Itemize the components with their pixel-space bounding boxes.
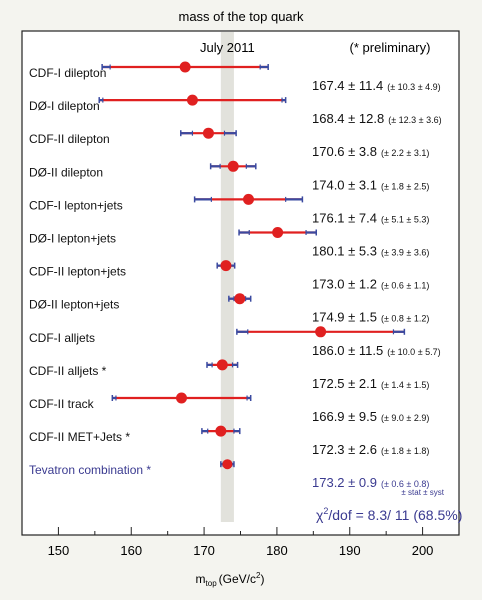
measurement-value: 168.4 ± 12.8 (± 12.3 ± 3.6) <box>312 111 442 126</box>
measurement-row: DØ-I lepton+jets 180.1 ± 5.3 (± 3.9 ± 3.6) <box>29 227 429 259</box>
measurement-row: CDF-I dilepton 167.4 ± 11.4 (± 10.3 ± 4.9) <box>29 61 441 93</box>
measurement-label: CDF-I alljets <box>29 331 95 345</box>
measurement-row: DØ-I dilepton 168.4 ± 12.8 (± 12.3 ± 3.6) <box>29 94 442 126</box>
value-main-text: 170.6 ± 3.8 <box>312 144 377 159</box>
central-value-point <box>222 459 233 470</box>
value-main-text: 167.4 ± 11.4 <box>312 78 383 93</box>
measurement-label: DØ-II dilepton <box>29 165 103 179</box>
value-stat-syst-text: (± 1.8 ± 1.8) <box>381 446 429 456</box>
combination-band <box>220 32 234 522</box>
measurement-value: 172.3 ± 2.6 (± 1.8 ± 1.8) <box>312 442 429 457</box>
value-stat-syst-text: (± 5.1 ± 5.3) <box>381 214 429 224</box>
central-value-point <box>220 260 232 272</box>
value-main-text: 174.9 ± 1.5 <box>312 310 377 325</box>
measurement-row: CDF-I alljets 186.0 ± 11.5 (± 10.0 ± 5.7) <box>29 326 441 358</box>
value-stat-syst-text: (± 0.8 ± 1.2) <box>381 314 429 324</box>
measurement-row: CDF-II alljets * 172.5 ± 2.1 (± 1.4 ± 1.5) <box>29 359 429 391</box>
chart-title: mass of the top quark <box>178 9 304 24</box>
measurement-value: 174.0 ± 3.1 (± 1.8 ± 2.5) <box>312 177 429 192</box>
central-value-point <box>186 94 198 106</box>
value-main-text: 166.9 ± 9.5 <box>312 409 377 424</box>
central-value-point <box>176 392 188 404</box>
central-value-point <box>315 326 327 338</box>
central-value-point <box>227 160 239 172</box>
measurement-value: 174.9 ± 1.5 (± 0.8 ± 1.2) <box>312 310 429 325</box>
x-axis-label: mtop (GeV/c2) <box>196 571 265 588</box>
central-value-point <box>215 425 227 437</box>
value-main-text: 180.1 ± 5.3 <box>312 244 377 259</box>
measurement-label: CDF-II lepton+jets <box>29 265 126 279</box>
central-value-point <box>179 61 191 73</box>
measurement-label: Tevatron combination * <box>29 463 151 477</box>
measurement-label: CDF-II alljets * <box>29 364 107 378</box>
svg-text:χ2/dof = 8.3/ 11 (68.5%): χ2/dof = 8.3/ 11 (68.5%) <box>316 506 462 523</box>
measurement-row: CDF-II MET+Jets * 172.3 ± 2.6 (± 1.8 ± 1.8… <box>29 425 429 457</box>
plot-frame <box>21 30 460 536</box>
value-stat-syst-text: (± 10.3 ± 4.9) <box>387 82 440 92</box>
measurement-label: CDF-II dilepton <box>29 132 110 146</box>
central-value-point <box>216 359 228 371</box>
central-value-point <box>243 193 255 205</box>
chi-symbol: χ <box>316 507 324 523</box>
measurement-label: DØ-I dilepton <box>29 99 100 113</box>
tick-label: 180 <box>266 543 288 558</box>
value-stat-syst-text: (± 3.9 ± 3.6) <box>381 248 429 258</box>
chi-square-superscript: 2 <box>323 506 328 516</box>
tick-label: 200 <box>412 543 434 558</box>
x-axis: 150 160 170 180 190 200 <box>21 527 460 558</box>
measurement-value: 170.6 ± 3.8 (± 2.2 ± 3.1) <box>312 144 429 159</box>
measurement-label: DØ-II lepton+jets <box>29 298 119 312</box>
value-main-text: 176.1 ± 7.4 <box>312 210 377 225</box>
value-main-text: 172.3 ± 2.6 <box>312 442 377 457</box>
stat-syst-note: ± stat ± syst <box>401 488 444 497</box>
value-stat-syst-text: (± 0.6 ± 0.8) <box>381 479 429 489</box>
measurement-row: DØ-II dilepton 174.0 ± 3.1 (± 1.8 ± 2.5) <box>29 160 429 192</box>
measurement-value: 173.2 ± 0.9 (± 0.6 ± 0.8) <box>312 475 429 490</box>
value-main-text: 173.2 ± 0.9 <box>312 475 377 490</box>
measurement-row: DØ-II lepton+jets 174.9 ± 1.5 (± 0.8 ± 1.2… <box>29 293 429 325</box>
measurement-value: 167.4 ± 11.4 (± 10.3 ± 4.9) <box>312 78 441 93</box>
measurement-label: DØ-I lepton+jets <box>29 232 116 246</box>
tick-label: 160 <box>120 543 142 558</box>
central-value-point <box>234 293 246 305</box>
value-main-text: 186.0 ± 11.5 <box>312 343 383 358</box>
value-stat-syst-text: (± 12.3 ± 3.6) <box>388 115 441 125</box>
chi2-label: χ2/dof = 8.3/ 11 (68.5%) <box>316 506 462 523</box>
measurement-label: CDF-II MET+Jets * <box>29 430 130 444</box>
value-stat-syst-text: (± 1.8 ± 2.5) <box>381 181 429 191</box>
central-value-point <box>272 227 284 238</box>
central-value-point <box>202 127 214 139</box>
measurement-value: 180.1 ± 5.3 (± 3.9 ± 3.6) <box>312 244 429 259</box>
value-stat-syst-text: (± 2.2 ± 3.1) <box>381 148 429 158</box>
chi2-dof-text: /dof = 8.3/ 11 (68.5%) <box>328 507 462 523</box>
tick-label: 150 <box>48 543 70 558</box>
measurement-row: CDF-II lepton+jets 173.0 ± 1.2 (± 0.6 ± 1.… <box>29 260 429 292</box>
measurement-value: 176.1 ± 7.4 (± 5.1 ± 5.3) <box>312 210 429 225</box>
band-label: July 2011 <box>200 40 255 55</box>
value-main-text: 172.5 ± 2.1 <box>312 376 377 391</box>
measurement-row: CDF-I lepton+jets 176.1 ± 7.4 (± 5.1 ± 5.3… <box>29 193 429 225</box>
value-stat-syst-text: (± 10.0 ± 5.7) <box>387 347 440 357</box>
value-main-text: 168.4 ± 12.8 <box>312 111 384 126</box>
value-stat-syst-text: (± 0.6 ± 1.1) <box>381 281 429 291</box>
measurement-rows: CDF-I dilepton 167.4 ± 11.4 (± 10.3 ± 4.9)… <box>29 61 442 490</box>
measurement-label: CDF-I lepton+jets <box>29 198 123 212</box>
measurement-row: CDF-II track 166.9 ± 9.5 (± 9.0 ± 2.9) <box>29 392 429 424</box>
value-stat-syst-text: (± 9.0 ± 2.9) <box>381 413 429 423</box>
measurement-label: CDF-I dilepton <box>29 66 106 80</box>
tick-label: 190 <box>339 543 361 558</box>
value-main-text: 173.0 ± 1.2 <box>312 277 377 292</box>
tick-label: 170 <box>193 543 215 558</box>
measurement-value: 173.0 ± 1.2 (± 0.6 ± 1.1) <box>312 277 429 292</box>
measurement-row: CDF-II dilepton 170.6 ± 3.8 (± 2.2 ± 3.1) <box>29 127 429 159</box>
measurement-label: CDF-II track <box>29 397 95 411</box>
measurement-row: Tevatron combination * 173.2 ± 0.9 (± 0.6 … <box>29 459 429 490</box>
measurement-value: 166.9 ± 9.5 (± 9.0 ± 2.9) <box>312 409 429 424</box>
value-main-text: 174.0 ± 3.1 <box>312 177 377 192</box>
measurement-value: 172.5 ± 2.1 (± 1.4 ± 1.5) <box>312 376 429 391</box>
value-stat-syst-text: (± 1.4 ± 1.5) <box>381 380 429 390</box>
preliminary-note: (* preliminary) <box>350 40 431 55</box>
measurement-value: 186.0 ± 11.5 (± 10.0 ± 5.7) <box>312 343 441 358</box>
